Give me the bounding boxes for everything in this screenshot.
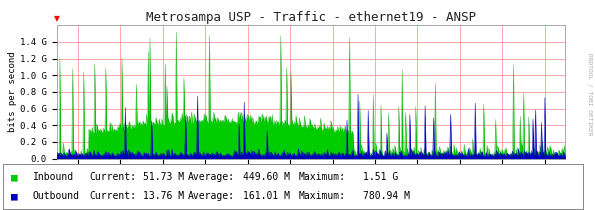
Text: ■: ■ (11, 191, 17, 201)
Text: 161.01 M: 161.01 M (243, 191, 290, 201)
Text: Inbound: Inbound (33, 172, 74, 182)
Y-axis label: bits per second: bits per second (8, 52, 17, 132)
Text: 780.94 M: 780.94 M (363, 191, 410, 201)
Text: ▲: ▲ (562, 163, 568, 172)
Text: 13.76 M: 13.76 M (143, 191, 184, 201)
Text: Average:: Average: (188, 172, 235, 182)
Text: 1.51 G: 1.51 G (363, 172, 398, 182)
Text: Current:: Current: (89, 191, 136, 201)
Text: ■: ■ (11, 172, 17, 182)
Text: Maximum:: Maximum: (299, 191, 346, 201)
Text: Outbound: Outbound (33, 191, 80, 201)
Text: 51.73 M: 51.73 M (143, 172, 184, 182)
Text: ▲: ▲ (54, 163, 60, 172)
Text: 449.60 M: 449.60 M (243, 172, 290, 182)
Text: ▼: ▼ (54, 13, 60, 22)
Title: Metrosampa USP - Traffic - ethernet19 - ANSP: Metrosampa USP - Traffic - ethernet19 - … (146, 11, 476, 24)
Text: Current:: Current: (89, 172, 136, 182)
Text: RRDTOOL / TOBI OETIKER: RRDTOOL / TOBI OETIKER (588, 53, 593, 136)
Text: Maximum:: Maximum: (299, 172, 346, 182)
Text: Average:: Average: (188, 191, 235, 201)
